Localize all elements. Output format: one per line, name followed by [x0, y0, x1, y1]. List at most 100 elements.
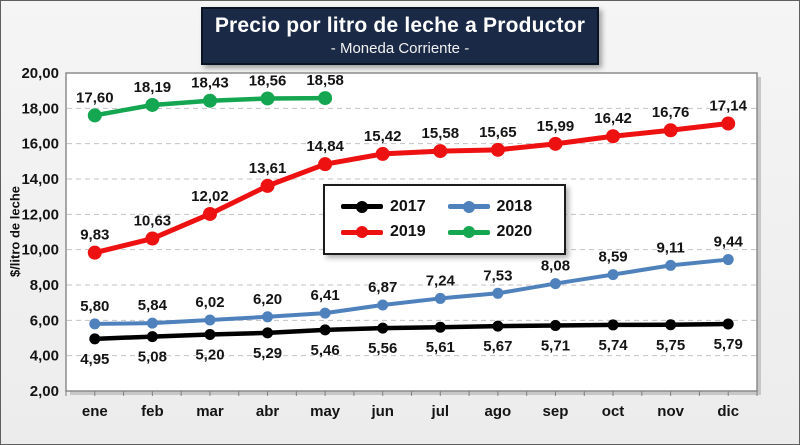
legend-label-2017: 2017: [390, 197, 426, 215]
data-point-2017-jun: [377, 322, 389, 334]
data-label-2018-sep: 8,08: [541, 258, 570, 275]
data-label-2019-sep: 15,99: [537, 118, 575, 135]
data-point-2017-feb: [146, 331, 158, 343]
data-point-2017-abr: [262, 327, 274, 339]
data-label-2017-nov: 5,75: [656, 337, 685, 354]
data-label-2017-feb: 5,08: [138, 349, 167, 366]
data-label-2019-abr: 13,61: [249, 160, 287, 177]
legend-entry-2018: 2018: [447, 197, 555, 216]
data-label-2017-jul: 5,61: [426, 339, 455, 356]
chart-title: Precio por litro de leche a Productor: [214, 14, 586, 37]
data-label-2017-mar: 5,20: [195, 346, 224, 363]
data-point-2020-ene: [87, 108, 102, 123]
data-point-2019-oct: [606, 129, 621, 144]
data-label-2019-ene: 9,83: [80, 227, 109, 244]
data-label-2019-ago: 15,65: [479, 124, 517, 141]
x-tick-label: oct: [602, 403, 625, 420]
data-label-2020-mar: 18,43: [191, 75, 229, 92]
data-point-2018-mar: [204, 314, 216, 326]
data-point-2018-dic: [722, 254, 734, 266]
data-point-2019-jul: [433, 144, 448, 159]
data-point-2020-mar: [202, 93, 217, 108]
data-label-2020-abr: 18,56: [249, 72, 287, 89]
data-point-2018-jun: [377, 299, 389, 311]
data-label-2018-ago: 7,53: [483, 267, 512, 284]
x-tick-label: mar: [196, 403, 224, 420]
series-line-2017: [92, 321, 731, 342]
data-point-2018-sep: [549, 278, 561, 290]
legend-marker-2018: [462, 200, 475, 213]
data-point-2018-ago: [492, 287, 504, 299]
legend-line-sample-2018: [447, 200, 490, 213]
data-label-2018-feb: 5,84: [138, 297, 168, 314]
data-label-2019-oct: 16,42: [594, 110, 632, 127]
legend-line-sample-2017: [341, 200, 383, 213]
data-point-2019-abr: [260, 178, 275, 193]
data-label-2017-ene: 4,95: [80, 351, 109, 368]
data-point-2018-ene: [89, 318, 101, 330]
data-label-2019-dic: 17,14: [709, 98, 747, 115]
data-point-2017-nov: [665, 319, 677, 331]
x-tick-label: feb: [141, 403, 164, 420]
data-label-2018-may: 6,41: [311, 287, 340, 304]
legend-line-sample-2020: [447, 226, 490, 239]
legend-line-sample-2019: [341, 226, 383, 239]
x-tick-label: sep: [543, 403, 569, 420]
data-point-2017-sep: [549, 319, 561, 331]
data-point-2019-feb: [145, 231, 160, 246]
legend: 2017 2018 2019 2020: [323, 184, 566, 255]
data-point-2020-may: [318, 91, 333, 106]
series-line-2018: [92, 257, 731, 326]
data-label-2018-oct: 8,59: [598, 249, 627, 266]
data-label-2017-jun: 5,56: [368, 340, 397, 357]
y-tick-label: 16,00: [21, 136, 59, 153]
data-label-2019-jun: 15,42: [364, 128, 402, 145]
data-label-2017-oct: 5,74: [598, 337, 628, 354]
data-point-2017-ago: [492, 320, 504, 332]
data-label-2019-feb: 10,63: [134, 213, 172, 230]
data-point-2017-jul: [434, 321, 446, 333]
y-tick-label: 18,00: [21, 100, 59, 117]
data-label-2017-may: 5,46: [311, 342, 340, 359]
x-tick-label: ago: [485, 403, 512, 420]
chart-title-box: Precio por litro de leche a Productor - …: [201, 7, 599, 66]
data-point-2019-ene: [87, 245, 102, 260]
data-point-2019-sep: [548, 136, 563, 151]
data-label-2017-dic: 5,79: [714, 336, 743, 353]
y-tick-label: 8,00: [30, 277, 59, 294]
data-label-2020-ene: 17,60: [76, 89, 114, 106]
data-point-2018-abr: [262, 311, 274, 323]
legend-entry-2020: 2020: [447, 223, 555, 241]
data-point-2019-mar: [202, 206, 217, 221]
y-tick-label: 2,00: [30, 383, 59, 400]
data-label-2017-ago: 5,67: [483, 338, 512, 355]
legend-entry-2017: 2017: [341, 198, 448, 216]
data-label-2019-nov: 16,76: [652, 104, 690, 121]
x-tick-label: nov: [657, 403, 684, 420]
data-label-2018-nov: 9,11: [656, 239, 684, 256]
data-point-2020-abr: [260, 91, 275, 106]
data-label-2017-sep: 5,71: [541, 337, 570, 354]
x-tick-label: jul: [431, 403, 450, 420]
legend-label-2020: 2020: [496, 223, 533, 241]
data-point-2018-feb: [146, 317, 158, 329]
data-point-2017-may: [319, 324, 331, 336]
data-label-2018-ene: 5,80: [80, 298, 109, 315]
y-tick-label: 10,00: [21, 242, 59, 259]
data-point-2017-dic: [722, 318, 734, 330]
series-line-2019: [92, 121, 731, 256]
y-tick-label: 6,00: [30, 312, 59, 329]
y-axis-title: $/litro de leche: [7, 185, 23, 278]
data-point-2019-nov: [663, 123, 678, 138]
data-label-2019-jul: 15,58: [422, 125, 460, 142]
legend-label-2019: 2019: [390, 223, 426, 241]
legend-marker-2017: [356, 200, 368, 213]
data-label-2018-jul: 7,24: [426, 272, 456, 289]
legend-label-2018: 2018: [496, 197, 533, 215]
y-tick-label: 4,00: [30, 348, 59, 365]
chart-subtitle: - Moneda Corriente -: [330, 40, 470, 58]
data-label-2018-jun: 6,87: [368, 279, 397, 296]
x-tick-label: jun: [370, 403, 394, 420]
data-label-2019-may: 14,84: [306, 138, 344, 155]
x-tick-label: ene: [82, 403, 108, 420]
